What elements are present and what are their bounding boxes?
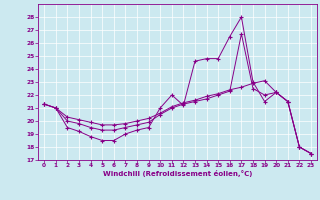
X-axis label: Windchill (Refroidissement éolien,°C): Windchill (Refroidissement éolien,°C) <box>103 170 252 177</box>
